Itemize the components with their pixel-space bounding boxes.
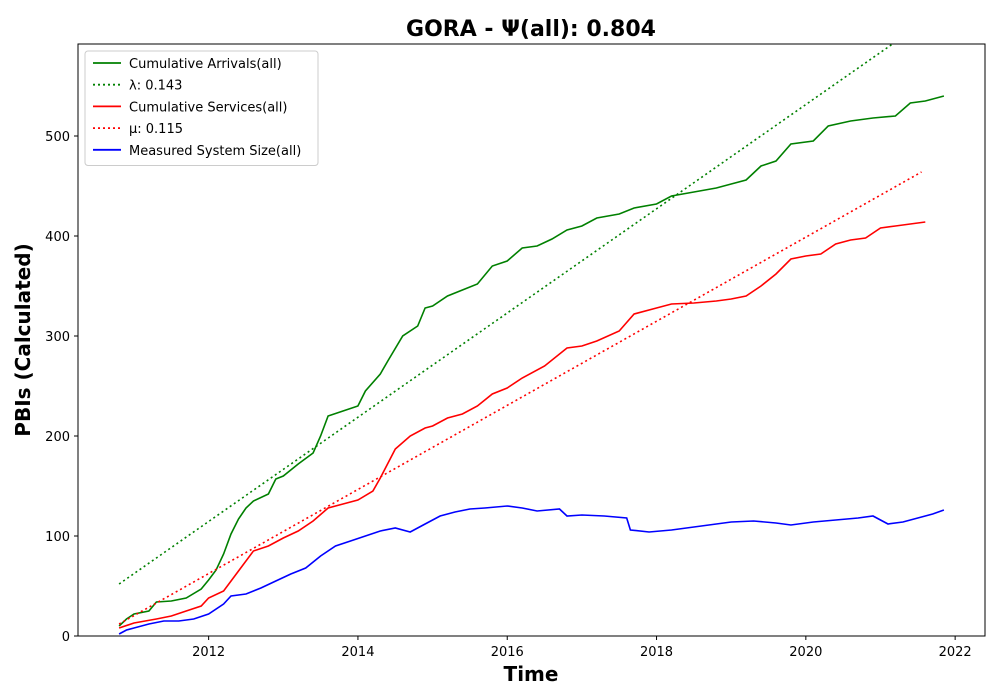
y-axis: 0 100 200 300 400 500	[45, 130, 78, 645]
legend: Cumulative Arrivals(all) λ: 0.143 Cumulati…	[84, 50, 319, 166]
x-axis: 2012 2014 2016 2018 2020 2022	[192, 636, 972, 660]
x-tick-label: 2014	[341, 645, 374, 660]
plot-area	[77, 43, 986, 637]
x-tick-label: 2020	[789, 645, 822, 660]
y-tick-label: 0	[62, 630, 70, 645]
series-line-measured-system-size-all	[118, 505, 945, 635]
y-tick-label: 400	[45, 230, 70, 245]
y-tick-label: 200	[45, 430, 70, 445]
legend-entry-label: Cumulative Arrivals(all)	[129, 57, 282, 72]
y-tick-label: 500	[45, 130, 70, 145]
y-tick-label: 100	[45, 530, 70, 545]
x-axis-label: Time	[504, 662, 559, 686]
series-line-0-115	[118, 171, 922, 625]
y-tick-label: 300	[45, 330, 70, 345]
series-line-cumulative-arrivals-all	[118, 95, 945, 627]
legend-entry-label: Cumulative Services(all)	[129, 100, 287, 115]
series-line-cumulative-services-all	[118, 221, 926, 629]
legend-box	[84, 50, 319, 166]
legend-entry-label: μ: 0.115	[129, 122, 183, 137]
x-tick-label: 2016	[491, 645, 524, 660]
x-tick-label: 2022	[939, 645, 972, 660]
x-tick-label: 2018	[640, 645, 673, 660]
chart-title: GORA - Ψ(all): 0.804	[406, 17, 656, 42]
legend-entry-label: Measured System Size(all)	[129, 144, 301, 159]
plot-frame	[77, 43, 986, 637]
x-tick-label: 2012	[192, 645, 225, 660]
y-axis-label: PBIs (Calculated)	[11, 243, 35, 436]
legend-entry-label: λ: 0.143	[129, 79, 182, 94]
